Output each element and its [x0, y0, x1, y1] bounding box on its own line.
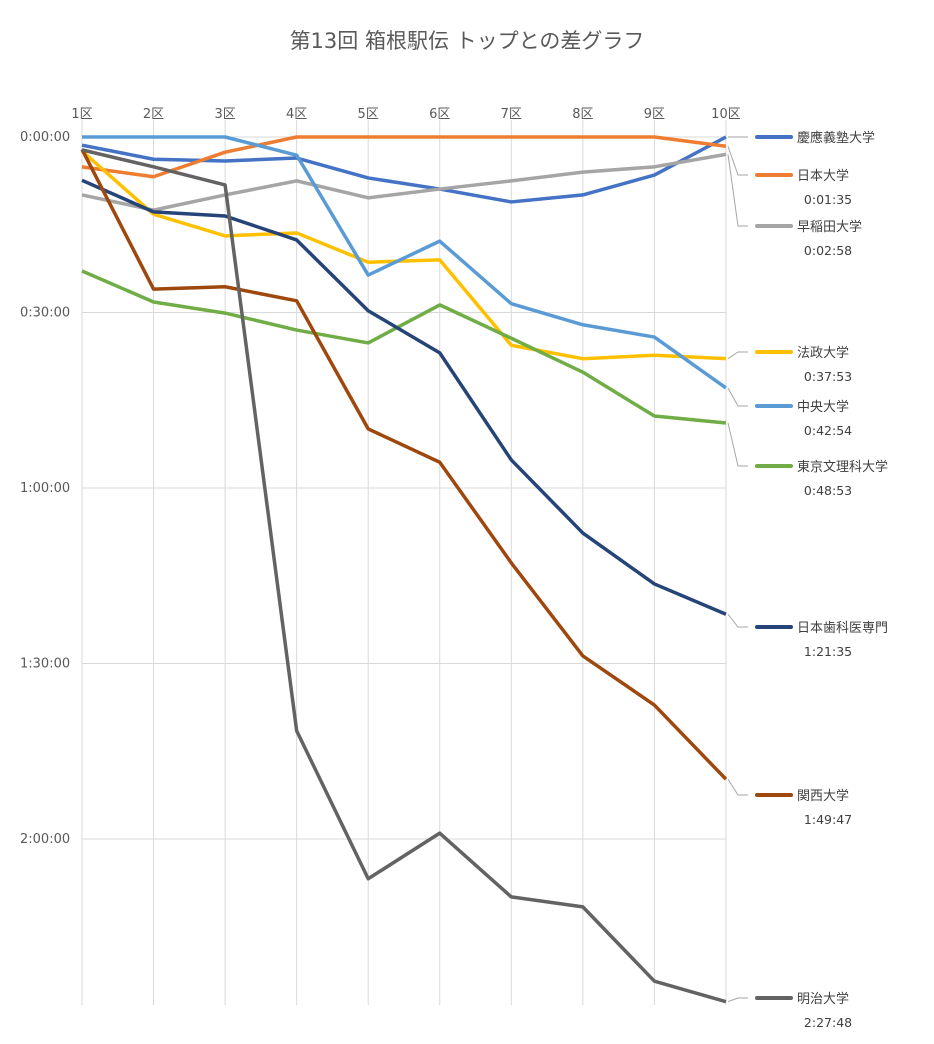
legend-leader-line — [727, 422, 748, 467]
series-line — [80, 149, 727, 361]
x-tick-label: 5区 — [358, 107, 379, 122]
series-line — [81, 178, 727, 616]
x-tick-label: 7区 — [501, 107, 522, 122]
x-tick-label: 6区 — [429, 107, 450, 122]
legend-leader-line — [727, 613, 748, 628]
legend-label: 日本歯科医専門 — [797, 621, 888, 636]
final-gap-label: 1:21:35 — [804, 644, 852, 659]
series-line — [81, 269, 727, 425]
legend-leader-line — [727, 146, 748, 176]
legend-label: 法政大学 — [797, 345, 849, 361]
x-tick-label: 4区 — [286, 107, 307, 122]
final-gap-label: 0:01:35 — [804, 192, 852, 207]
x-tick-label: 8区 — [572, 107, 593, 122]
x-tick-label: 1区 — [71, 107, 92, 122]
y-tick-label: 1:00:00 — [20, 481, 70, 496]
legend-label: 中央大学 — [797, 399, 849, 415]
x-tick-label: 10区 — [711, 107, 741, 122]
legend-leader-line — [727, 154, 748, 227]
y-tick-label: 0:00:00 — [20, 130, 70, 145]
x-tick-labels: 1区 2区 3区 4区 5区 6区 7区 8区 9区 10区 — [71, 107, 740, 122]
series-lines — [80, 135, 728, 1004]
y-tick-labels: 0:00:00 0:30:00 1:00:00 1:30:00 2:00:00 — [20, 130, 70, 847]
series-line — [81, 152, 727, 212]
final-gap-label: 0:48:53 — [804, 483, 852, 498]
final-gap-label: 2:27:48 — [804, 1015, 852, 1030]
series-line — [81, 135, 727, 179]
legend-label: 関西大学 — [797, 788, 849, 804]
y-tick-label: 1:30:00 — [20, 657, 70, 672]
series-line — [82, 135, 727, 390]
final-gap-label: 0:42:54 — [804, 423, 852, 438]
series-line — [80, 148, 728, 781]
legend-leader-line — [727, 351, 748, 360]
final-gap-label: 1:49:47 — [804, 812, 852, 827]
y-tick-label: 0:30:00 — [20, 306, 70, 321]
series-line — [81, 135, 727, 204]
legend-label: 日本大学 — [797, 168, 849, 184]
legend-leader-line — [727, 778, 748, 796]
x-tick-label: 3区 — [214, 107, 235, 122]
y-tick-label: 2:00:00 — [20, 832, 70, 847]
series-line — [81, 148, 727, 1004]
gridlines — [81, 120, 727, 1005]
x-tick-label: 2区 — [143, 107, 164, 122]
chart-title: 第13回 箱根駅伝 トップとの差グラフ — [290, 29, 645, 53]
legend-leader-line — [727, 997, 748, 1003]
legend-leader-line — [727, 387, 748, 407]
legend-label: 早稲田大学 — [797, 219, 862, 235]
legend-label: 慶應義塾大学 — [797, 130, 875, 146]
x-tick-label: 9区 — [644, 107, 665, 122]
final-gap-label: 0:37:53 — [804, 369, 852, 384]
final-gap-label: 0:02:58 — [804, 243, 852, 258]
legend-label: 東京文理科大学 — [797, 459, 888, 475]
legend-label: 明治大学 — [797, 991, 849, 1007]
